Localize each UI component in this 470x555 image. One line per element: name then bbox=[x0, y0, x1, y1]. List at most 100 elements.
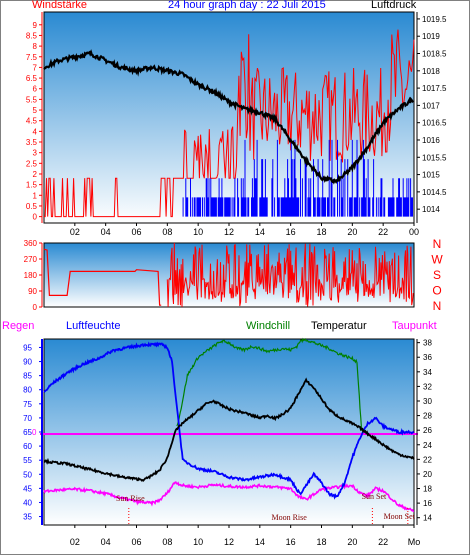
temperature-tick-label: 34 bbox=[423, 368, 432, 377]
humidity-tick-label: 45 bbox=[23, 484, 32, 493]
legend-regen: Regen bbox=[2, 320, 35, 332]
compass-label: N bbox=[433, 237, 442, 251]
temperature-tick-label: 18 bbox=[423, 485, 432, 494]
wind-tick-label: 3 bbox=[33, 149, 38, 158]
pressure-tick-label: 1014 bbox=[422, 205, 440, 214]
time-tick-label-bottom: 20 bbox=[347, 537, 357, 547]
wind-tick-label: 3.5 bbox=[26, 138, 38, 147]
temperature-tick-label: 32 bbox=[423, 382, 432, 391]
pressure-tick-label: 1016 bbox=[422, 136, 440, 145]
time-tick-label-bottom: 02 bbox=[70, 537, 80, 547]
pressure-axis-label: Luftdruck bbox=[371, 0, 417, 11]
windchill-line bbox=[176, 337, 363, 431]
pressure-tick-label: 1016.5 bbox=[422, 119, 447, 128]
pressure-tick-label: 1015 bbox=[422, 171, 440, 180]
time-tick-label-bottom: 16 bbox=[286, 537, 296, 547]
time-tick-label: 08 bbox=[162, 227, 172, 237]
time-tick-label-bottom: 08 bbox=[162, 537, 172, 547]
temperature-tick-label: 36 bbox=[423, 353, 432, 362]
humidity-tick-label: 90 bbox=[23, 358, 32, 367]
pressure-tick-label: 1018 bbox=[422, 67, 440, 76]
humidity-tick-label: 55 bbox=[23, 456, 32, 465]
rain-zero-label: 0 bbox=[32, 428, 37, 437]
annotation-label: Moon Rise bbox=[271, 513, 307, 522]
time-tick-label: 00 bbox=[409, 227, 419, 237]
time-tick-label: 04 bbox=[101, 227, 111, 237]
legend-temperatur: Temperatur bbox=[311, 320, 367, 332]
compass-label: W bbox=[431, 253, 443, 267]
wind-tick-label: 6.5 bbox=[26, 74, 38, 83]
temperature-line bbox=[44, 377, 415, 482]
legend-taupunkt: Taupunkt bbox=[392, 320, 437, 332]
wind-tick-label: 8.5 bbox=[26, 31, 38, 40]
pressure-tick-label: 1017.5 bbox=[422, 84, 447, 93]
time-tick-label: 20 bbox=[347, 227, 357, 237]
pressure-tick-label: 1014.5 bbox=[422, 188, 447, 197]
time-tick-label-bottom: 06 bbox=[131, 537, 141, 547]
legend-windchill: Windchill bbox=[246, 320, 291, 332]
wind-tick-label: 9 bbox=[33, 21, 38, 30]
temperature-tick-label: 38 bbox=[423, 339, 432, 348]
compass-label: S bbox=[433, 268, 441, 282]
humidity-tick-label: 35 bbox=[23, 513, 32, 522]
chart-title: 24 hour graph day : 22 Juli 2015 bbox=[168, 0, 326, 11]
time-tick-label: 16 bbox=[286, 227, 296, 237]
humidity-tick-label: 70 bbox=[23, 414, 32, 423]
pressure-tick-label: 1019.5 bbox=[422, 15, 447, 24]
pressure-tick-label: 1017 bbox=[422, 101, 440, 110]
humidity-tick-label: 40 bbox=[23, 498, 32, 507]
wind-tick-label: 4.5 bbox=[26, 117, 38, 126]
compass-label: N bbox=[433, 299, 442, 313]
wind-tick-label: 5 bbox=[33, 106, 38, 115]
direction-tick-label: 0 bbox=[33, 303, 38, 312]
direction-tick-label: 90 bbox=[28, 287, 37, 296]
pressure-tick-label: 1015.5 bbox=[422, 153, 447, 162]
wind-tick-label: 2.5 bbox=[26, 159, 38, 168]
wind-tick-label: 1 bbox=[33, 191, 38, 200]
time-tick-label-bottom: 22 bbox=[378, 537, 388, 547]
humidity-tick-label: 50 bbox=[23, 470, 32, 479]
humidity-tick-label: 75 bbox=[23, 400, 32, 409]
time-tick-label: 02 bbox=[70, 227, 80, 237]
wind-direction-step-line bbox=[43, 248, 162, 306]
temperature-tick-label: 28 bbox=[423, 412, 432, 421]
direction-tick-label: 270 bbox=[24, 255, 38, 264]
time-tick-label-bottom: 10 bbox=[193, 537, 203, 547]
temperature-tick-label: 30 bbox=[423, 397, 432, 406]
wind-tick-label: 8 bbox=[33, 42, 38, 51]
dewpoint-line bbox=[43, 481, 415, 513]
temperature-tick-label: 20 bbox=[423, 470, 432, 479]
wind-tick-label: 6 bbox=[33, 85, 38, 94]
time-tick-label: 10 bbox=[193, 227, 203, 237]
compass-label: O bbox=[432, 284, 441, 298]
time-tick-label: 18 bbox=[316, 227, 326, 237]
humidity-tick-label: 80 bbox=[23, 386, 32, 395]
wind-tick-label: 0 bbox=[33, 213, 38, 222]
pressure-line bbox=[43, 49, 414, 185]
time-tick-label: 22 bbox=[378, 227, 388, 237]
humidity-tick-label: 85 bbox=[23, 372, 32, 381]
wind-tick-label: 7 bbox=[33, 63, 38, 72]
temperature-tick-label: 24 bbox=[423, 441, 432, 450]
temperature-tick-label: 26 bbox=[423, 426, 432, 435]
wind-tick-label: 1.5 bbox=[26, 181, 38, 190]
direction-tick-label: 360 bbox=[24, 239, 38, 248]
humidity-tick-label: 95 bbox=[23, 343, 32, 352]
wind-speed-series bbox=[182, 139, 413, 217]
temperature-tick-label: 16 bbox=[423, 499, 432, 508]
wind-tick-label: 5.5 bbox=[26, 95, 38, 104]
time-tick-label: 12 bbox=[224, 227, 234, 237]
wind-gust-series bbox=[44, 29, 415, 218]
time-tick-label-bottom: 12 bbox=[224, 537, 234, 547]
temperature-tick-label: 14 bbox=[423, 514, 432, 523]
time-tick-label-bottom: 14 bbox=[255, 537, 265, 547]
time-tick-label: 14 bbox=[255, 227, 265, 237]
wind-tick-label: 7.5 bbox=[26, 53, 38, 62]
humidity-tick-label: 65 bbox=[23, 428, 32, 437]
time-tick-label: 06 bbox=[131, 227, 141, 237]
wind-direction-noisy-line bbox=[166, 242, 414, 307]
time-tick-label-bottom: 04 bbox=[101, 537, 111, 547]
annotation-label: Sun Set bbox=[362, 492, 387, 501]
direction-tick-label: 180 bbox=[24, 271, 38, 280]
humidity-tick-label: 60 bbox=[23, 442, 32, 451]
